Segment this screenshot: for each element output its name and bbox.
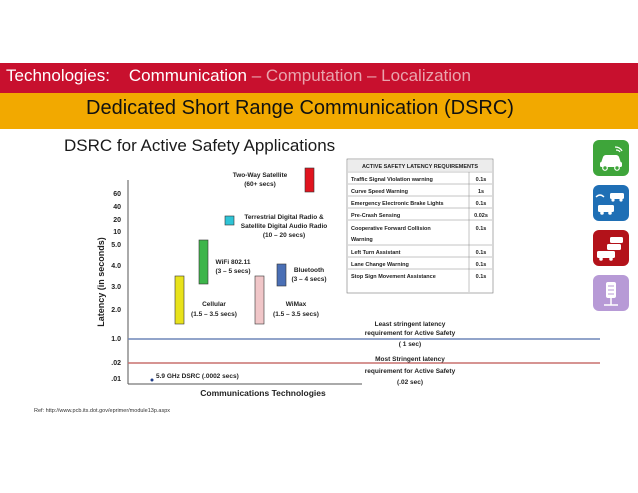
y-tick: 1.0 bbox=[111, 336, 121, 343]
label-terrestrial-radio-2: Satellite Digital Audio Radio bbox=[241, 223, 327, 230]
latency-row-name: Stop Sign Movement Assistance bbox=[351, 274, 436, 280]
lavender-roadside-icon bbox=[593, 275, 629, 311]
label-wifi-range: (3 – 5 secs) bbox=[215, 268, 250, 275]
reference-link[interactable]: Ref: http://www.pcb.its.dot.gov/eprimer/… bbox=[34, 408, 171, 414]
latency-row-name: Traffic Signal Violation warning bbox=[351, 177, 433, 183]
header-technologies: Technologies: bbox=[6, 66, 110, 85]
blue-cars-icon bbox=[593, 185, 629, 221]
bar-wifi bbox=[198, 239, 209, 285]
green-car-icon bbox=[593, 140, 629, 176]
latency-row-value: 1s bbox=[478, 189, 484, 195]
label-terrestrial-radio: Terrestrial Digital Radio & bbox=[244, 214, 324, 221]
label-terrestrial-radio-range: (10 – 20 secs) bbox=[263, 232, 305, 239]
latency-row-value: 0.1s bbox=[476, 274, 487, 280]
latency-row-value: 0.02s bbox=[474, 213, 488, 219]
latency-row-value: 0.1s bbox=[476, 177, 487, 183]
subheader-bar bbox=[0, 93, 638, 129]
label-wimax: WiMax bbox=[286, 301, 307, 308]
header-title: Technologies: Communication – Computatio… bbox=[6, 66, 471, 86]
bar-two-way-satellite bbox=[304, 167, 315, 193]
bar-bluetooth bbox=[276, 263, 287, 287]
y-axis-title: Latency (in seconds) bbox=[96, 237, 106, 327]
label-wifi: WiFi 802.11 bbox=[216, 259, 251, 266]
y-tick: 2.0 bbox=[111, 307, 121, 314]
latency-row-name: Emergency Electronic Brake Lights bbox=[351, 201, 444, 207]
y-tick: 60 bbox=[113, 191, 121, 198]
label-cellular: Cellular bbox=[202, 301, 226, 308]
page-title: DSRC for Active Safety Applications bbox=[64, 136, 336, 155]
y-tick: 4.0 bbox=[111, 263, 121, 270]
latency-row-name: Left Turn Assistant bbox=[351, 250, 401, 256]
label-cellular-range: (1.5 – 3.5 secs) bbox=[191, 311, 237, 318]
latency-row-name: Warning bbox=[351, 237, 373, 243]
y-tick: 40 bbox=[113, 204, 121, 211]
least-stringent-label: requirement for Active Safety bbox=[365, 330, 456, 337]
latency-row-name: Pre-Crash Sensing bbox=[351, 213, 400, 219]
dsrc-point bbox=[150, 378, 154, 382]
latency-row-name: Lane Change Warning bbox=[351, 262, 409, 268]
latency-row-name: Curve Speed Warning bbox=[351, 189, 408, 195]
label-wimax-range: (1.5 – 3.5 secs) bbox=[273, 311, 319, 318]
label-bluetooth-range: (3 – 4 secs) bbox=[291, 276, 326, 283]
latency-row-value: 0.1s bbox=[476, 250, 487, 256]
bar-terrestrial-radio bbox=[224, 215, 235, 226]
latency-row-value: 0.1s bbox=[476, 201, 487, 207]
label-dsrc: 5.9 GHz DSRC (.0002 secs) bbox=[156, 373, 239, 380]
x-axis-title: Communications Technologies bbox=[200, 388, 326, 398]
latency-table-title: ACTIVE SAFETY LATENCY REQUIREMENTS bbox=[362, 164, 478, 170]
subheader-title: Dedicated Short Range Communication (DSR… bbox=[86, 97, 514, 119]
latency-row-name: Cooperative Forward Collision bbox=[351, 226, 431, 232]
y-tick: .01 bbox=[111, 376, 121, 383]
header-communication: Communication bbox=[128, 66, 247, 85]
bar-cellular bbox=[174, 275, 185, 325]
y-tick: 3.0 bbox=[111, 284, 121, 291]
latency-row-value: 0.1s bbox=[476, 226, 487, 232]
label-two-way-satellite: Two-Way Satellite bbox=[233, 172, 288, 179]
y-tick: 5.0 bbox=[111, 242, 121, 249]
label-two-way-satellite-range: (60+ secs) bbox=[244, 181, 276, 188]
least-stringent-label: Least stringent latency bbox=[375, 321, 446, 328]
header-bar bbox=[0, 63, 638, 93]
most-stringent-label: requirement for Active Safety bbox=[365, 368, 456, 375]
red-cars-icon bbox=[593, 230, 629, 266]
y-tick: 20 bbox=[113, 217, 121, 224]
latency-row-value: 0.1s bbox=[476, 262, 487, 268]
y-tick: 10 bbox=[113, 229, 121, 236]
least-stringent-label: ( 1 sec) bbox=[399, 341, 421, 348]
latency-table: ACTIVE SAFETY LATENCY REQUIREMENTS Traff… bbox=[346, 158, 494, 294]
header-rest: – Computation – Localization bbox=[246, 66, 471, 85]
y-tick: .02 bbox=[111, 360, 121, 367]
bar-wimax bbox=[254, 275, 265, 325]
most-stringent-label: (.02 sec) bbox=[397, 379, 423, 386]
label-bluetooth: Bluetooth bbox=[294, 267, 324, 274]
most-stringent-label: Most Stringent latency bbox=[375, 356, 445, 363]
